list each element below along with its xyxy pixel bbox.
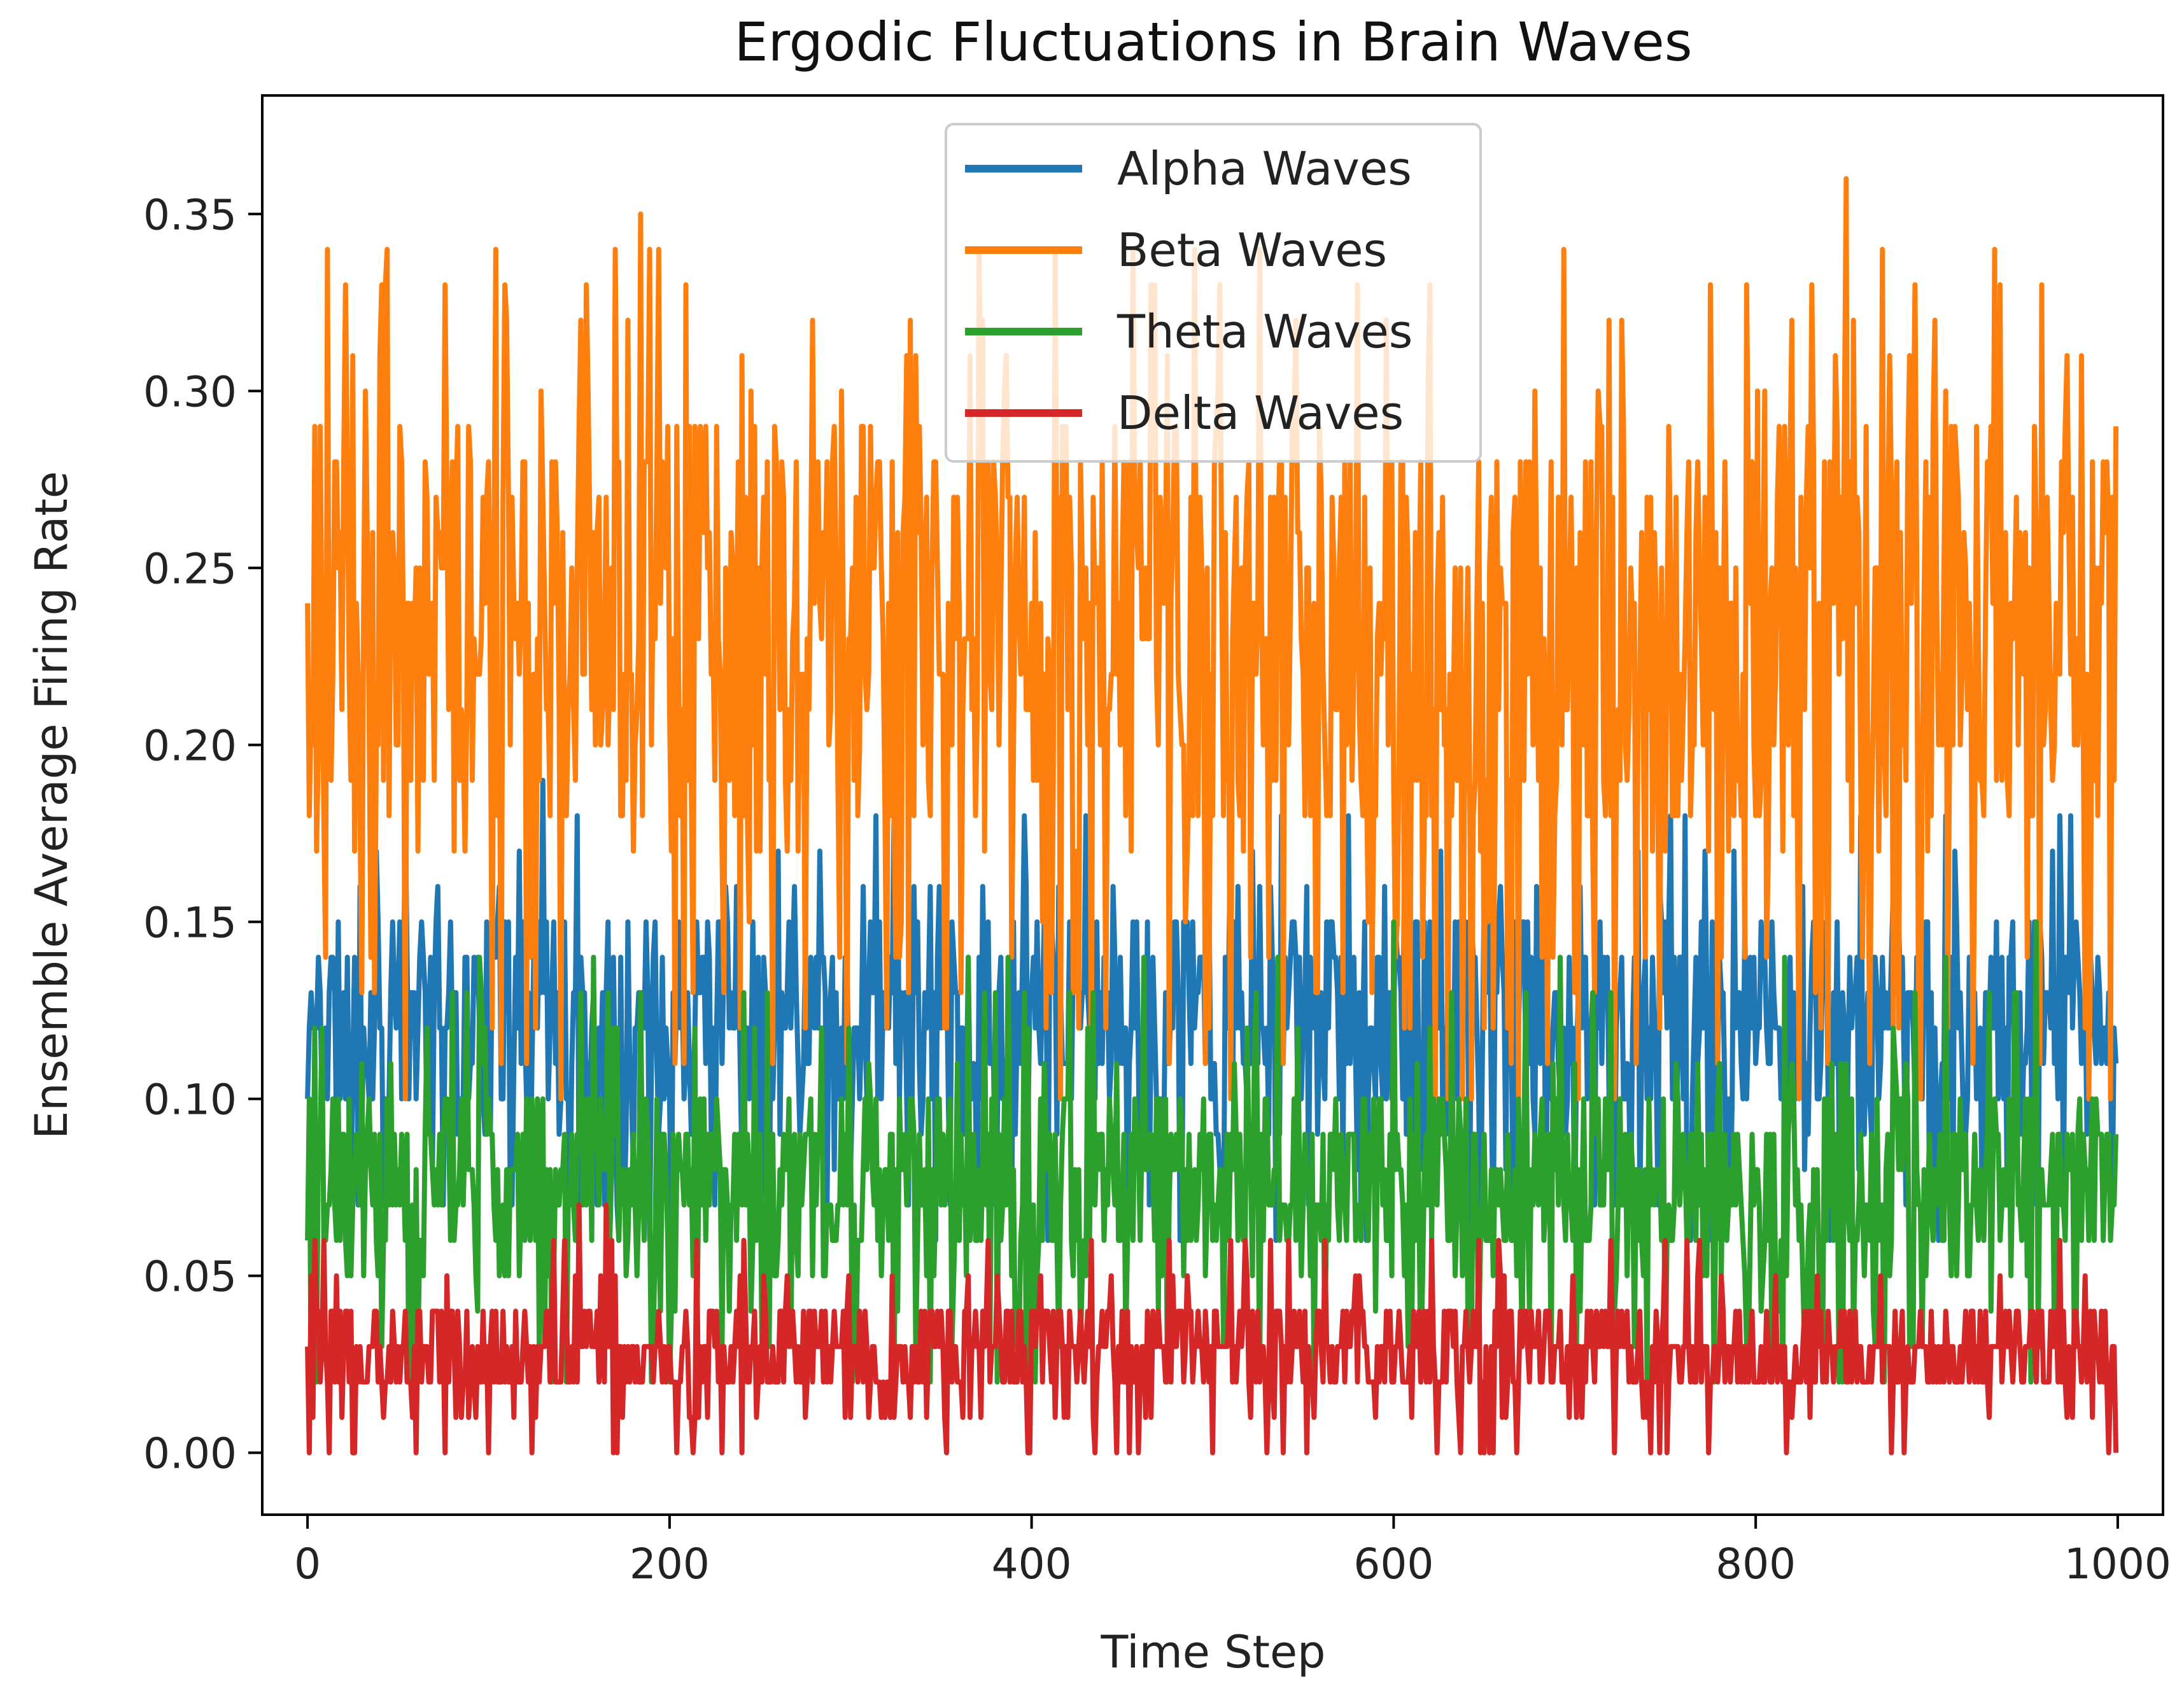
y-tick-label: 0.20 <box>143 721 237 770</box>
series-layer <box>305 176 2119 1456</box>
y-tick-label: 0.30 <box>143 367 237 416</box>
series-line-delta <box>305 1202 2119 1456</box>
x-tick-label: 400 <box>992 1540 1072 1589</box>
y-tick-label: 0.25 <box>143 544 237 593</box>
legend: Alpha Waves Beta Waves Theta Waves Delta… <box>945 123 1482 463</box>
x-axis-title: Time Step <box>1101 1626 1326 1678</box>
y-tick-label: 0.00 <box>143 1429 237 1478</box>
y-axis: 0.00 0.05 0.10 0.15 0.20 0.25 0.30 0.35 <box>143 190 262 1478</box>
legend-frame <box>945 123 1482 463</box>
y-tick-label: 0.35 <box>143 190 237 239</box>
x-tick-label: 600 <box>1353 1540 1434 1589</box>
x-axis: 0 200 400 600 800 1000 <box>294 1515 2171 1589</box>
legend-label-beta: Beta Waves <box>1117 223 1387 277</box>
y-axis-title: Ensemble Average Firing Rate <box>25 471 78 1139</box>
y-tick-label: 0.10 <box>143 1076 237 1125</box>
x-tick-label: 1000 <box>2064 1540 2171 1589</box>
x-tick-label: 200 <box>630 1540 710 1589</box>
chart-title: Ergodic Fluctuations in Brain Waves <box>735 11 1693 73</box>
y-tick-label: 0.05 <box>143 1252 237 1302</box>
series-line-beta <box>305 176 2119 1102</box>
x-tick-label: 0 <box>294 1540 321 1589</box>
y-tick-label: 0.15 <box>143 899 237 948</box>
plot-frame <box>261 94 2164 1516</box>
legend-label-alpha: Alpha Waves <box>1117 142 1412 195</box>
legend-label-delta: Delta Waves <box>1117 386 1404 440</box>
series-line-theta <box>305 919 2119 1385</box>
legend-label-theta: Theta Waves <box>1117 305 1413 358</box>
x-tick-label: 800 <box>1715 1540 1796 1589</box>
